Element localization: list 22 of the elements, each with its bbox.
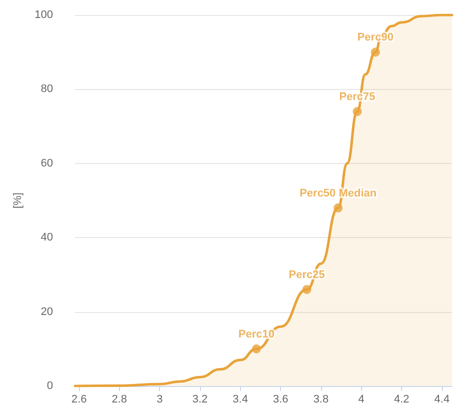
x-tick-label: 2.8 bbox=[112, 394, 127, 406]
x-tick-label: 4 bbox=[358, 394, 364, 406]
x-tick-label: 4.4 bbox=[434, 394, 450, 406]
y-axis-title: [%] bbox=[12, 192, 24, 208]
y-tick-label: 40 bbox=[40, 232, 53, 244]
x-tick-label: 4.2 bbox=[394, 394, 410, 406]
x-tick-label: 3.4 bbox=[232, 394, 248, 406]
x-tick-label: 3.2 bbox=[192, 394, 208, 406]
point bbox=[334, 203, 343, 212]
x-tick-label: 2.6 bbox=[71, 394, 87, 406]
x-tick-label: 3.6 bbox=[272, 394, 288, 406]
point bbox=[370, 48, 380, 57]
point bbox=[352, 106, 362, 116]
y-tick-label: 20 bbox=[40, 306, 53, 318]
x-tick-label: 3.8 bbox=[313, 394, 329, 406]
y-tick-label: 80 bbox=[40, 83, 53, 96]
y-tick-label: 100 bbox=[34, 9, 53, 21]
point bbox=[252, 344, 261, 354]
point bbox=[302, 285, 312, 294]
x-tick-label: 3 bbox=[156, 394, 163, 406]
y-tick-label: 0 bbox=[46, 380, 53, 392]
y-tick-label: 60 bbox=[40, 157, 53, 170]
